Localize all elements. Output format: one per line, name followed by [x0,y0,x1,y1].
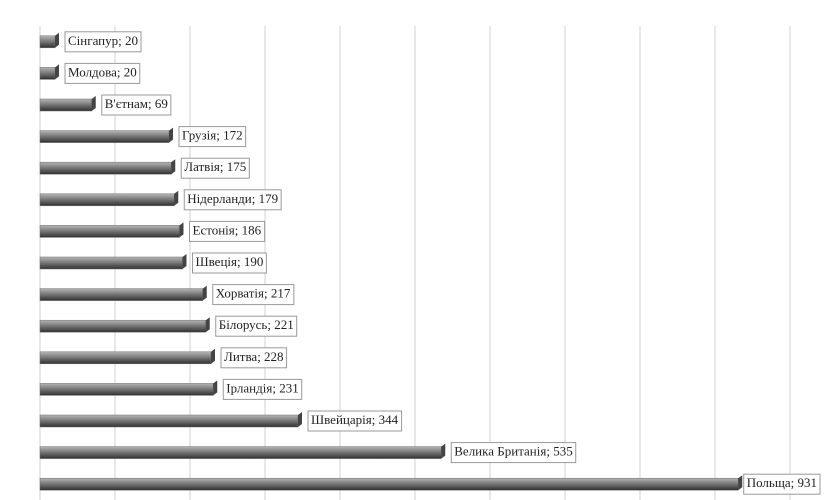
label-box [189,220,266,242]
bar-cap [174,190,179,206]
bar [39,35,56,49]
bar-cap [205,317,210,333]
bar-cap [211,348,215,364]
label-box [192,252,267,274]
bar-cap [202,285,207,301]
bar [39,98,92,112]
bar-cap [171,159,176,175]
data-label: Хорватія; 217 [216,286,291,301]
bar-cap [91,96,96,111]
bar [39,161,172,175]
bar [39,351,212,365]
bar [39,477,739,491]
data-label: Естонія; 186 [193,222,262,237]
bar-cap [298,412,302,427]
label-box [220,347,288,369]
label-box [222,378,303,400]
label-box [101,94,172,116]
label-box [450,442,577,464]
bar-cap [55,32,59,48]
bar [39,383,214,396]
data-label: Грузія; 172 [182,128,243,143]
bar-cap [55,64,59,80]
data-label: Нідерланди; 179 [187,191,278,206]
label-box [212,284,295,306]
label-box [178,126,247,148]
bar [39,256,183,270]
data-label: Литва; 228 [224,349,284,364]
bar [39,193,175,207]
data-label: В'єтнам; 69 [105,96,168,111]
bar [39,225,180,238]
label-box [307,410,403,432]
data-label: Білорусь; 221 [219,317,294,332]
bar-cap [441,443,446,459]
label-box [743,473,821,495]
bar-cap [169,127,173,143]
label-box [64,62,141,84]
bar [39,414,299,428]
bar [39,288,203,301]
data-label: Молдова; 20 [68,64,137,79]
data-label: Велика Британія; 535 [454,444,572,459]
bar-cap [213,380,218,396]
bar [39,130,170,143]
bar-cap [738,475,743,491]
data-label: Швейцарія; 344 [311,412,399,427]
bar-cap [182,254,187,269]
data-label: Польща; 931 [747,475,817,490]
bar [39,67,56,80]
data-label: Сінгапур; 20 [68,33,138,48]
label-box [64,31,142,53]
data-label: Швеція; 190 [196,254,264,269]
data-label: Латвія; 175 [184,159,246,174]
label-box [183,189,282,211]
bar [39,319,206,333]
label-box [180,157,250,179]
data-label: Ірландія; 231 [226,380,298,395]
bar [39,446,442,459]
bar-cap [179,222,184,238]
label-box [215,315,298,337]
